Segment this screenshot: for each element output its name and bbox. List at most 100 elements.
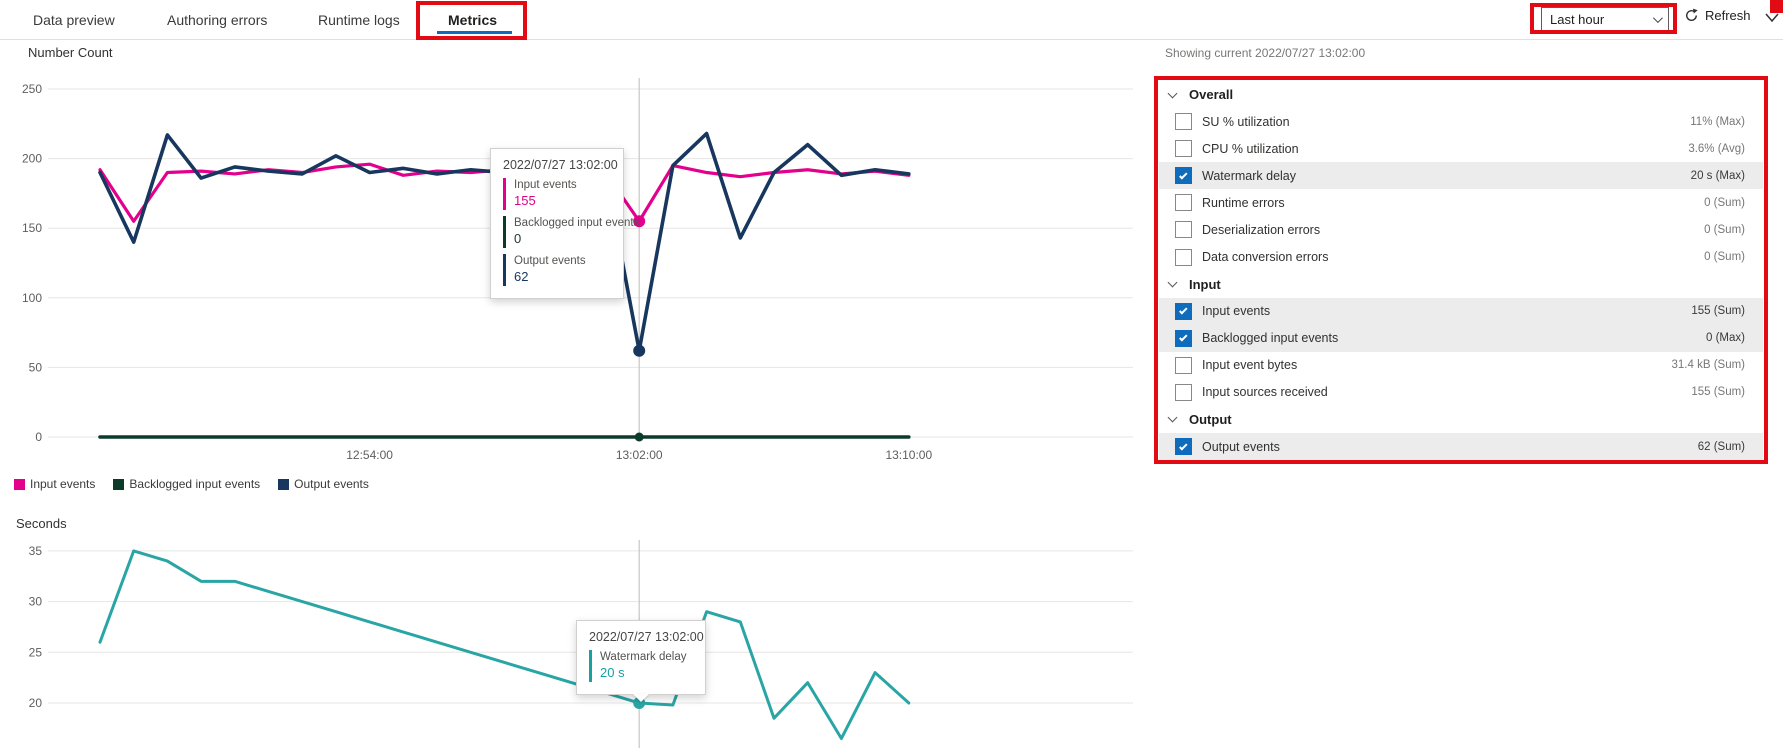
metric-label: SU % utilization (1202, 114, 1290, 129)
chart1-legend: Input events Backlogged input events Outpu… (14, 477, 369, 491)
metric-value: 155 (Sum) (1691, 305, 1745, 318)
checkbox-unchecked[interactable] (1175, 356, 1192, 374)
metric-value: 155 (Sum) (1691, 386, 1745, 399)
y-tick-label: 25 (29, 645, 43, 659)
legend-swatch (113, 478, 125, 490)
metrics-panel: Overall SU % utilization 11% (Max) CPU % ut… (1159, 81, 1763, 461)
chevron-down-icon (1652, 12, 1663, 23)
legend-label: Output events (294, 477, 369, 491)
tooltip-series-value: 0 (514, 231, 522, 246)
tab-metrics[interactable]: Metrics (448, 11, 498, 28)
checkbox-checked[interactable] (1175, 329, 1192, 347)
metric-row-backlogged-input-events[interactable]: Backlogged input events 0 (Max) (1159, 324, 1763, 352)
y-tick-label: 250 (22, 82, 42, 96)
legend-item: Input events (14, 477, 95, 491)
chevron-down-icon (1167, 88, 1178, 98)
metric-row-su-utilization[interactable]: SU % utilization 11% (Max) (1159, 108, 1763, 135)
checkbox-unchecked[interactable] (1175, 194, 1192, 212)
chart2-axis-title: Seconds (16, 516, 67, 531)
x-tick-label: 13:10:00 (885, 448, 932, 462)
metric-value: 3.6% (Avg) (1688, 142, 1745, 155)
legend-item: Output events (278, 477, 369, 491)
metric-row-input-event-bytes[interactable]: Input event bytes 31.4 kB (Sum) (1159, 352, 1763, 379)
legend-swatch (14, 478, 25, 490)
metric-row-deserialization-errors[interactable]: Deserialization errors 0 (Sum) (1159, 216, 1763, 243)
checkbox-unchecked[interactable] (1175, 140, 1192, 158)
section-header-output[interactable]: Output (1159, 406, 1763, 433)
y-tick-label: 100 (22, 291, 42, 305)
y-tick-label: 200 (22, 152, 42, 166)
checkbox-checked[interactable] (1175, 302, 1192, 320)
time-range-select[interactable]: Last hour (1541, 7, 1669, 31)
active-tab-underline (437, 31, 512, 34)
metric-row-input-events[interactable]: Input events 155 (Sum) (1159, 297, 1763, 325)
checkbox-unchecked[interactable] (1175, 248, 1192, 266)
metric-row-watermark-delay[interactable]: Watermark delay 20 s (Max) (1159, 162, 1763, 190)
metric-label: CPU % utilization (1202, 141, 1299, 156)
checkbox-unchecked[interactable] (1175, 221, 1192, 239)
tooltip-timestamp: 2022/07/27 13:02:00 (503, 158, 618, 172)
y-tick-label: 35 (29, 544, 43, 558)
y-tick-label: 150 (22, 221, 42, 235)
annotation-fragment (1770, 0, 1783, 13)
legend-label: Backlogged input events (129, 477, 261, 491)
section-label: Input (1189, 276, 1221, 292)
metric-label: Input events (1202, 304, 1271, 319)
series-watermark-delay (98, 549, 911, 740)
tooltip-series-label: Output events (514, 255, 586, 267)
selected-point (634, 432, 644, 442)
metric-value: 20 s (Max) (1690, 169, 1745, 182)
metric-value: 62 (Sum) (1697, 440, 1745, 453)
time-range-value: Last hour (1550, 11, 1605, 27)
chart2-tooltip: 2022/07/27 13:02:00 Watermark delay 20 s (576, 620, 706, 702)
checkbox-unchecked[interactable] (1175, 113, 1192, 131)
section-label: Overall (1189, 87, 1234, 103)
tooltip-series-value: 62 (514, 269, 529, 284)
checkbox-unchecked[interactable] (1175, 383, 1192, 401)
collapse-chevron-icon[interactable] (1763, 11, 1781, 25)
metric-row-cpu-utilization[interactable]: CPU % utilization 3.6% (Avg) (1159, 135, 1763, 162)
selected-point (633, 215, 646, 228)
metric-value: 0 (Sum) (1704, 223, 1745, 236)
metric-value: 11% (Max) (1690, 115, 1745, 128)
tab-data-preview[interactable]: Data preview (33, 11, 115, 28)
legend-swatch (278, 478, 290, 490)
checkbox-checked[interactable] (1175, 438, 1192, 456)
section-header-input[interactable]: Input (1159, 271, 1763, 298)
metric-row-data-conversion-errors[interactable]: Data conversion errors 0 (Sum) (1159, 243, 1763, 270)
metric-label: Runtime errors (1202, 195, 1285, 210)
chart1-tooltip: 2022/07/27 13:02:00 Input events 155 Bac… (490, 148, 639, 299)
y-tick-label: 20 (29, 696, 43, 710)
tooltip-series-label: Watermark delay (600, 651, 687, 663)
showing-current-label: Showing current 2022/07/27 13:02:00 (1165, 46, 1366, 60)
tab-bar: Data preview Authoring errors Runtime lo… (0, 0, 1783, 40)
metric-label: Data conversion errors (1202, 250, 1329, 264)
refresh-label: Refresh (1705, 8, 1751, 23)
y-tick-label: 0 (35, 430, 42, 444)
metric-value: 0 (Max) (1706, 332, 1745, 345)
tab-runtime-logs[interactable]: Runtime logs (318, 11, 400, 28)
section-label: Output (1189, 411, 1232, 427)
metric-row-input-sources-received[interactable]: Input sources received 155 (Sum) (1159, 379, 1763, 406)
selected-point (633, 344, 646, 357)
metric-value: 0 (Sum) (1704, 196, 1745, 209)
tooltip-timestamp: 2022/07/27 13:02:00 (589, 630, 704, 644)
chart1-axis-title: Number Count (28, 45, 113, 60)
refresh-icon (1686, 8, 1698, 21)
checkbox-checked[interactable] (1175, 167, 1192, 185)
tooltip-series-label: Input events (514, 179, 577, 191)
section-header-overall[interactable]: Overall (1159, 81, 1763, 108)
tab-authoring-errors[interactable]: Authoring errors (167, 11, 268, 28)
tooltip-series-value: 20 s (600, 665, 625, 680)
metric-label: Input sources received (1202, 385, 1328, 400)
metric-label: Backlogged input events (1202, 331, 1339, 346)
metric-row-runtime-errors[interactable]: Runtime errors 0 (Sum) (1159, 189, 1763, 216)
x-tick-label: 13:02:00 (616, 448, 663, 462)
tooltip-caret (633, 694, 649, 702)
legend-item: Backlogged input events (113, 477, 260, 491)
metric-row-output-events[interactable]: Output events 62 (Sum) (1159, 433, 1763, 461)
legend-label: Input events (30, 477, 96, 491)
chevron-down-icon (1167, 277, 1178, 288)
refresh-button[interactable]: Refresh (1684, 8, 1751, 23)
